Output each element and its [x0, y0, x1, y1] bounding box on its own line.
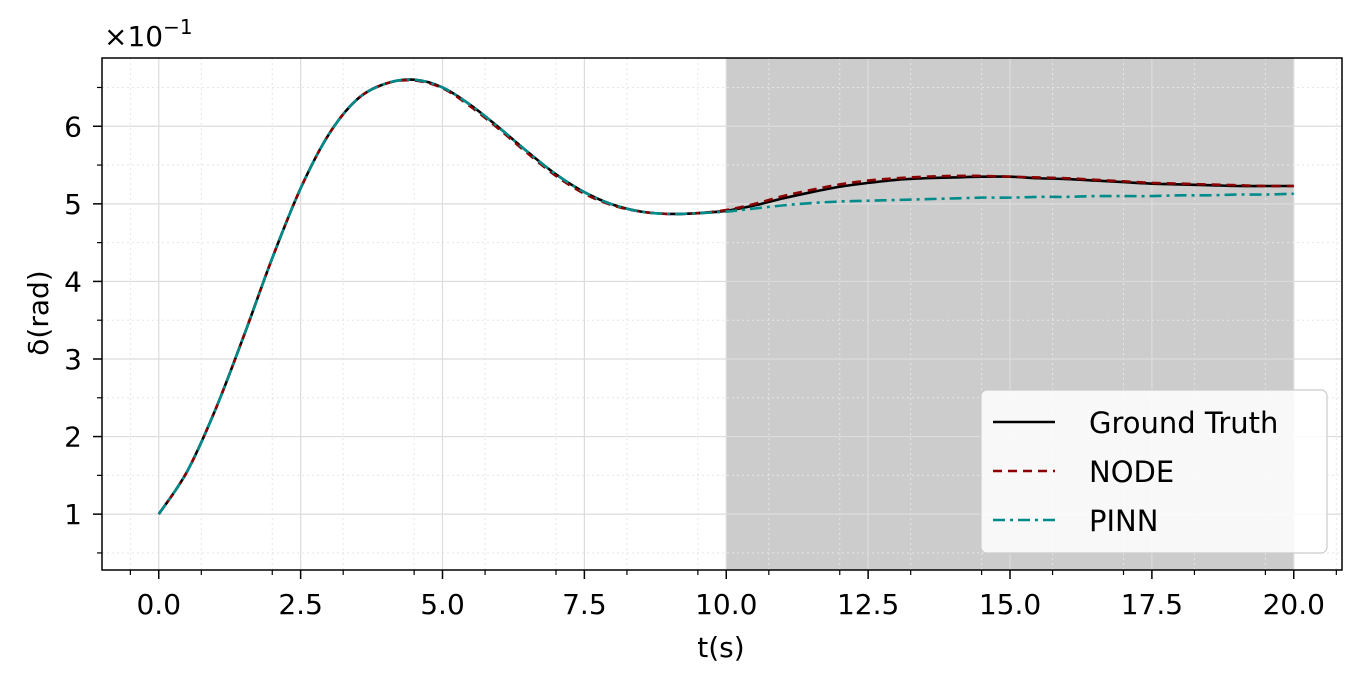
- grid-layer: [102, 58, 1342, 570]
- series-line-pinn: [157, 78, 1294, 515]
- legend-label-ground-truth: Ground Truth: [1089, 406, 1278, 440]
- y-tick-label: 5: [64, 188, 82, 221]
- y-axis-label: δ(rad): [22, 270, 55, 355]
- y-scale-base: ×10: [104, 20, 163, 53]
- x-tick-label: 10.0: [695, 588, 757, 621]
- x-tick-label: 15.0: [979, 588, 1041, 621]
- x-tick-label: 2.5: [278, 588, 323, 621]
- x-tick-label: 20.0: [1263, 588, 1325, 621]
- x-axis-label: t(s): [697, 631, 744, 664]
- legend-label-node: NODE: [1089, 455, 1174, 489]
- legend-box: [980, 389, 1328, 554]
- axes-frame-layer: [101, 57, 1343, 571]
- legend: Ground Truth NODE PINN: [980, 389, 1328, 554]
- legend-label-pinn: PINN: [1089, 504, 1158, 538]
- y-scale-multiplier: ×10−1: [104, 15, 193, 53]
- x-tick-label: 5.0: [420, 588, 465, 621]
- y-tick-label: 2: [64, 421, 82, 454]
- x-tick-label: 7.5: [562, 588, 607, 621]
- series-layer: [157, 78, 1294, 515]
- ticks-layer: 0.0 2.5 5.0 7.5 10.0 12.5 15.0 17.5 20.0 1 2 3 4 5 6: [64, 86, 1337, 621]
- y-tick-label: 6: [64, 110, 82, 143]
- plot-frame: [101, 57, 1343, 571]
- y-tick-label: 1: [64, 498, 82, 531]
- x-tick-label: 12.5: [837, 588, 899, 621]
- y-tick-label: 4: [64, 265, 82, 298]
- x-tick-label: 17.5: [1121, 588, 1183, 621]
- y-tick-label: 3: [64, 343, 82, 376]
- y-scale-exponent: −1: [163, 15, 192, 39]
- x-tick-label: 0.0: [136, 588, 181, 621]
